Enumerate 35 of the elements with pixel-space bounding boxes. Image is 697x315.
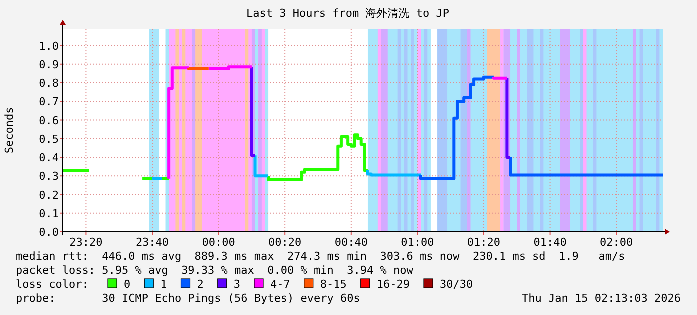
y-tick-label: 0.6 <box>39 114 59 128</box>
x-tick-label: 00:00 <box>202 236 236 249</box>
y-tick-label: 0.5 <box>39 132 59 146</box>
text: probe: 30 ICMP Echo Pings (56 Bytes) every 60s <box>16 292 360 305</box>
x-tick-label: 00:40 <box>334 236 368 249</box>
chart-title: Last 3 Hours from 海外清洗 to JP <box>246 7 450 20</box>
x-tick-label: 02:00 <box>600 236 634 249</box>
text: Thu Jan 15 02:13:03 2026 <box>522 292 681 305</box>
x-tick-label: 23:20 <box>70 236 103 249</box>
y-axis-title: Seconds <box>3 107 16 154</box>
y-tick-label: 0.0 <box>39 226 59 239</box>
x-tick-label: 01:40 <box>534 236 567 249</box>
text: median rtt: 446.0 ms avg 889.3 ms max 274.3 ms min 303.6 ms now 230.1 ms sd 1.9 am/s <box>16 250 626 263</box>
legend-label: 16-29 <box>376 278 410 291</box>
x-tick-label: 00:20 <box>268 236 302 249</box>
text: packet loss: 5.95 % avg 39.33 % max 0.00 % min 3.94 % now <box>16 264 414 277</box>
x-tick-label: 23:40 <box>136 236 170 249</box>
x-tick-label: 01:20 <box>467 236 501 249</box>
legend-label: 1 <box>160 278 168 291</box>
y-tick-label: 0.4 <box>39 152 60 165</box>
y-tick-label: 0.9 <box>39 58 59 72</box>
y-tick-label: 0.7 <box>39 96 59 109</box>
legend-label: 4-7 <box>270 278 290 291</box>
y-tick-label: 1.0 <box>39 40 59 53</box>
y-tick-label: 0.1 <box>39 207 59 220</box>
y-tick-label: 0.2 <box>39 188 59 202</box>
y-tick-label: 0.8 <box>39 77 59 90</box>
legend-label: 0 <box>124 278 131 291</box>
legend-label: 2 <box>197 278 204 291</box>
legend-label: 8-15 <box>320 278 347 291</box>
y-tick-label: 0.3 <box>39 170 59 184</box>
legend-title: loss color: <box>16 278 89 291</box>
x-tick-label: 01:00 <box>401 236 434 249</box>
legend-label: 3 <box>234 278 240 291</box>
legend-label: 30/30 <box>440 278 474 291</box>
